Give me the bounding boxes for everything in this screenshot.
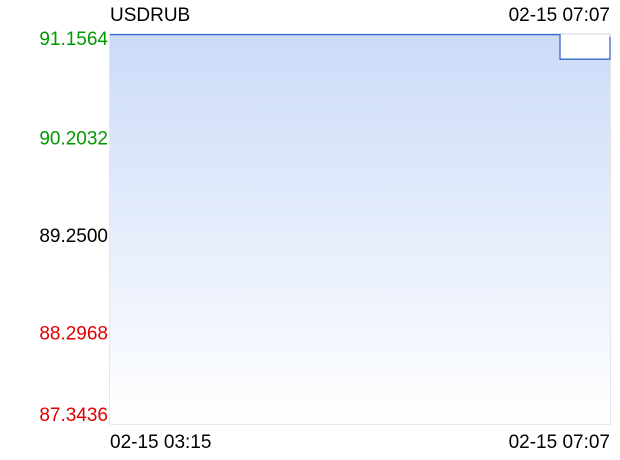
y-tick-label: 88.2968: [39, 324, 108, 345]
y-tick-label: 90.2032: [39, 129, 108, 150]
y-tick-label: 87.3436: [39, 405, 108, 426]
line: [110, 34, 611, 60]
chart-title: USDRUB: [110, 5, 190, 26]
area: [110, 34, 610, 425]
x-tick-label: 02-15 03:15: [110, 432, 211, 453]
y-tick-label: 89.2500: [39, 226, 108, 247]
timestamp: 02-15 07:07: [509, 5, 610, 26]
y-tick-label: 91.1564: [39, 29, 108, 50]
x-tick-label: 02-15 07:07: [509, 432, 610, 453]
